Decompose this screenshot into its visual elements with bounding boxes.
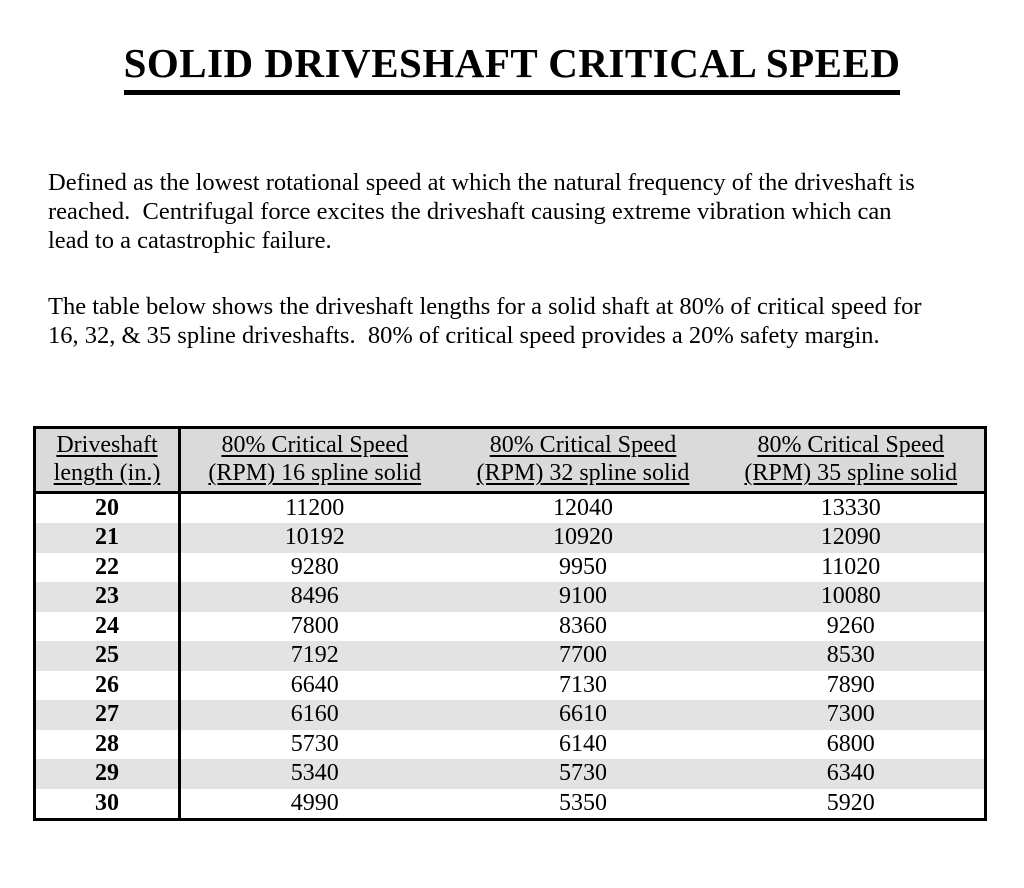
- header-line: Driveshaft: [56, 431, 158, 458]
- length-cell: 21: [34, 523, 181, 553]
- col-header-35-spline: 80% Critical Speed (RPM) 35 spline solid: [717, 427, 986, 494]
- definition-line: reached. Centrifugal force excites the d…: [48, 197, 892, 225]
- critical-speed-table: Driveshaft length (in.) 80% Critical Spe…: [33, 425, 987, 822]
- rpm16-cell: 4990: [290, 789, 339, 816]
- rpm16-cell: 5340: [290, 760, 339, 787]
- rpm16-cell: 10192: [284, 524, 345, 551]
- rpm35-cell: 11020: [821, 553, 881, 580]
- rpm32-cell: 12040: [553, 494, 613, 521]
- table-row: 26 6640 7130 7890: [34, 670, 986, 701]
- rpm35-cell: 6800: [826, 730, 875, 757]
- rpm32-cell: 6140: [559, 730, 607, 757]
- rpm16-cell: 7192: [290, 642, 339, 669]
- header-line: 80% Critical Speed: [489, 431, 677, 458]
- col-header-driveshaft-length: Driveshaft length (in.): [34, 427, 181, 494]
- rpm35-cell: 8530: [826, 642, 875, 669]
- rpm16-cell: 5730: [290, 730, 339, 757]
- table-row: 24 7800 8360 9260: [34, 611, 986, 642]
- rpm32-cell: 9950: [559, 553, 607, 580]
- table-row: 27 6160 6610 7300: [34, 700, 986, 730]
- rpm16-cell: 6640: [290, 671, 339, 698]
- header-line: 80% Critical Speed: [221, 431, 409, 458]
- length-cell: 30: [34, 788, 181, 820]
- length-cell: 22: [34, 552, 181, 583]
- table-row: 29 5340 5730 6340: [34, 759, 986, 789]
- length-cell: 25: [34, 641, 181, 671]
- col-header-32-spline: 80% Critical Speed (RPM) 32 spline solid: [448, 427, 718, 494]
- page-title: SOLID DRIVESHAFT CRITICAL SPEED: [123, 42, 901, 95]
- length-cell: 28: [34, 729, 181, 760]
- rpm32-cell: 5350: [559, 789, 607, 816]
- table-row: 20 11200 12040 13330: [34, 492, 986, 524]
- rpm35-cell: 12090: [820, 524, 881, 551]
- length-cell: 24: [34, 611, 181, 642]
- rpm32-cell: 7700: [559, 642, 607, 669]
- rpm32-cell: 7130: [559, 671, 607, 698]
- table-row: 30 4990 5350 5920: [34, 788, 986, 820]
- rpm16-cell: 9280: [290, 553, 339, 580]
- header-line: (RPM) 32 spline solid: [476, 459, 690, 486]
- definition-paragraph: Defined as the lowest rotational speed a…: [48, 168, 994, 255]
- rpm35-cell: 6340: [826, 760, 875, 787]
- definition-line: lead to a catastrophic failure.: [48, 226, 332, 254]
- header-line: length (in.): [53, 459, 161, 486]
- rpm35-cell: 5920: [826, 789, 875, 816]
- definition-line: Defined as the lowest rotational speed a…: [48, 168, 915, 196]
- length-cell: 23: [34, 582, 181, 612]
- rpm32-cell: 10920: [553, 524, 613, 551]
- rpm35-cell: 10080: [820, 583, 881, 610]
- rpm32-cell: 6610: [559, 701, 607, 728]
- table-row: 22 9280 9950 11020: [34, 552, 986, 583]
- table-header-row: Driveshaft length (in.) 80% Critical Spe…: [34, 427, 986, 494]
- table-intro-paragraph: The table below shows the driveshaft len…: [48, 292, 994, 350]
- length-cell: 20: [34, 492, 181, 524]
- rpm32-cell: 8360: [559, 612, 607, 639]
- table-row: 23 8496 9100 10080: [34, 582, 986, 612]
- col-header-16-spline: 80% Critical Speed (RPM) 16 spline solid: [179, 427, 449, 494]
- rpm16-cell: 11200: [285, 494, 345, 521]
- header-line: 80% Critical Speed: [757, 431, 945, 458]
- rpm16-cell: 7800: [290, 612, 339, 639]
- intro-line: 16, 32, & 35 spline driveshafts. 80% of …: [48, 321, 880, 349]
- table-row: 28 5730 6140 6800: [34, 729, 986, 760]
- rpm32-cell: 5730: [559, 760, 607, 787]
- rpm35-cell: 9260: [826, 612, 875, 639]
- length-cell: 29: [34, 759, 181, 789]
- rpm16-cell: 6160: [290, 701, 339, 728]
- title-block: SOLID DRIVESHAFT CRITICAL SPEED: [0, 0, 1024, 122]
- rpm16-cell: 8496: [290, 583, 339, 610]
- length-cell: 27: [34, 700, 181, 730]
- table-row: 25 7192 7700 8530: [34, 641, 986, 671]
- header-line: (RPM) 35 spline solid: [744, 459, 958, 486]
- rpm35-cell: 13330: [820, 494, 881, 521]
- header-line: (RPM) 16 spline solid: [208, 459, 422, 486]
- length-cell: 26: [34, 670, 181, 701]
- table-row: 21 10192 10920 12090: [34, 523, 986, 553]
- intro-line: The table below shows the driveshaft len…: [48, 292, 922, 320]
- rpm32-cell: 9100: [559, 583, 607, 610]
- rpm35-cell: 7300: [826, 701, 875, 728]
- rpm35-cell: 7890: [826, 671, 875, 698]
